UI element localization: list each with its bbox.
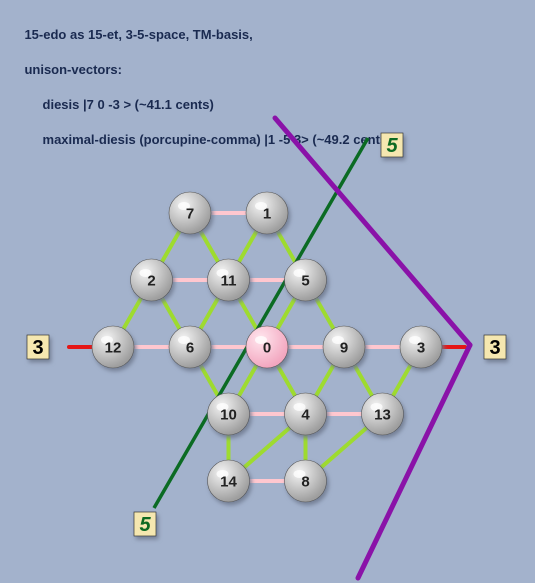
node-label: 0 xyxy=(263,340,271,357)
axis-label: 3 xyxy=(27,335,49,359)
axis-label-text: 5 xyxy=(139,514,151,536)
axis-label-text: 3 xyxy=(489,337,500,359)
axis-label: 5 xyxy=(381,133,403,157)
node-label: 10 xyxy=(220,407,237,424)
axis-label: 5 xyxy=(134,512,156,536)
lattice-node: 11 xyxy=(208,259,250,301)
axis-label-text: 3 xyxy=(32,337,43,359)
lattice-node: 8 xyxy=(285,460,327,502)
lattice-node: 5 xyxy=(285,259,327,301)
lattice-node: 14 xyxy=(208,460,250,502)
node-label: 9 xyxy=(340,340,348,357)
node-label: 4 xyxy=(301,407,310,424)
boundary-line xyxy=(275,118,470,345)
node-label: 2 xyxy=(147,273,155,290)
lattice-node: 10 xyxy=(208,393,250,435)
node-label: 12 xyxy=(105,340,122,357)
node-label: 8 xyxy=(301,474,309,491)
node-label: 1 xyxy=(263,206,271,223)
lattice-node: 6 xyxy=(169,326,211,368)
node-label: 13 xyxy=(374,407,391,424)
lattice-node: 9 xyxy=(323,326,365,368)
axis-label: 3 xyxy=(484,335,506,359)
node-label: 5 xyxy=(301,273,309,290)
lattice-node: 1 xyxy=(246,192,288,234)
node-label: 14 xyxy=(220,474,237,491)
boundary-line xyxy=(358,345,470,578)
lattice-node: 12 xyxy=(92,326,134,368)
lattice-node: 2 xyxy=(131,259,173,301)
lattice-node: 7 xyxy=(169,192,211,234)
node-label: 7 xyxy=(186,206,194,223)
lattice-node: 13 xyxy=(362,393,404,435)
node-label: 11 xyxy=(221,273,237,290)
lattice-node: 0 xyxy=(246,326,288,368)
axis-label-text: 5 xyxy=(386,135,398,157)
lattice-svg: 0 9 3 6 12 5 11 2 1 7 4 10 13 8 14 3 3 5 5 xyxy=(0,0,535,583)
lattice-node: 3 xyxy=(400,326,442,368)
lattice-node: 4 xyxy=(285,393,327,435)
diagram-canvas: 15-edo as 15-et, 3-5-space, TM-basis, un… xyxy=(0,0,535,583)
node-label: 6 xyxy=(186,340,194,357)
node-label: 3 xyxy=(417,340,425,357)
